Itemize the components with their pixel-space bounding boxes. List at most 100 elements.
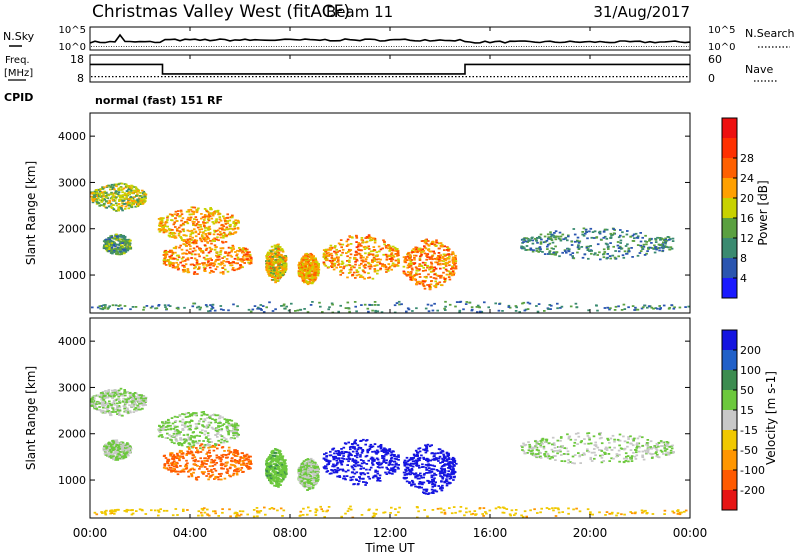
echo-region	[157, 411, 240, 450]
echo-cell	[443, 253, 446, 256]
echo-cell	[362, 256, 365, 259]
echo-cell	[219, 233, 222, 236]
echo-cell	[526, 241, 529, 243]
echo-cell	[299, 272, 303, 274]
echo-cell	[198, 435, 201, 437]
echo-cell	[192, 247, 196, 250]
echo-cell	[231, 457, 234, 459]
echo-cell	[98, 305, 102, 308]
echo-cell	[171, 232, 174, 235]
echo-cell	[181, 452, 185, 455]
echo-cell	[211, 307, 215, 309]
echo-cell	[475, 306, 479, 308]
echo-cell	[311, 261, 314, 264]
echo-cell	[607, 248, 610, 250]
echo-cell	[242, 463, 246, 466]
echo-cell	[537, 251, 540, 253]
echo-cell	[428, 288, 432, 290]
echo-cell	[384, 245, 388, 247]
echo-cell	[418, 282, 421, 285]
echo-cell	[169, 424, 172, 427]
echo-cell	[307, 267, 310, 270]
echo-cell	[141, 396, 144, 399]
echo-cell	[202, 411, 205, 413]
echo-cell	[207, 212, 211, 215]
echo-cell	[187, 412, 190, 414]
echo-cell	[112, 399, 116, 402]
echo-cell	[303, 269, 307, 271]
echo-cell	[185, 220, 189, 223]
echo-cell	[100, 201, 103, 203]
echo-cell	[126, 442, 129, 444]
echo-cell	[558, 255, 561, 258]
echo-cell	[190, 435, 193, 437]
echo-cell	[394, 259, 398, 262]
echo-cell	[204, 222, 207, 224]
echo-cell	[111, 194, 115, 196]
echo-cell	[207, 446, 210, 449]
echo-cell	[409, 256, 412, 259]
echo-cell	[167, 468, 170, 471]
echo-cell	[437, 258, 441, 261]
echo-cell	[127, 448, 131, 451]
echo-cell	[95, 195, 98, 197]
echo-cell	[658, 308, 662, 311]
echo-cell	[316, 274, 320, 277]
echo-cell	[101, 307, 105, 309]
echo-cell	[144, 398, 148, 401]
echo-cell	[304, 277, 308, 279]
echo-cell	[191, 457, 194, 460]
echo-cell	[373, 239, 377, 242]
echo-cell	[302, 276, 306, 278]
echo-cell	[167, 304, 170, 307]
echo-cell	[154, 307, 157, 310]
echo-cell	[234, 461, 237, 463]
echo-cell	[135, 194, 138, 197]
echo-cell	[103, 190, 106, 193]
echo-cell	[111, 411, 115, 413]
echo-cell	[194, 440, 198, 443]
echo-cell	[185, 258, 188, 261]
echo-cell	[454, 258, 457, 261]
echo-cell	[209, 421, 213, 424]
echo-cell	[195, 245, 199, 248]
echo-cell	[186, 433, 189, 436]
echo-cell	[415, 269, 419, 272]
echo-cell	[236, 435, 239, 438]
echo-cell	[387, 263, 391, 265]
echo-cell	[280, 259, 283, 262]
echo-cell	[525, 249, 529, 251]
echo-cell	[144, 404, 147, 406]
echo-cell	[586, 249, 590, 251]
echo-cell	[164, 228, 167, 231]
echo-cell	[268, 301, 271, 304]
echo-cell	[177, 256, 181, 259]
echo-cell	[221, 228, 224, 231]
echo-cell	[117, 449, 120, 451]
echo-cell	[317, 268, 321, 271]
echo-cell	[365, 236, 369, 238]
echo-cell	[306, 263, 309, 266]
echo-cell	[548, 251, 551, 254]
echo-cell	[526, 301, 530, 304]
echo-cell	[265, 255, 269, 258]
echo-cell	[274, 262, 277, 265]
echo-cell	[333, 250, 336, 253]
echo-cell	[222, 231, 226, 234]
echo-cell	[194, 224, 198, 227]
echo-cell	[661, 238, 664, 240]
echo-cell	[428, 250, 431, 253]
echo-cell	[227, 309, 230, 312]
echo-cell	[137, 203, 140, 206]
echo-cell	[101, 401, 104, 404]
echo-cell	[233, 432, 236, 434]
echo-cell	[174, 245, 178, 248]
freq-label-line1: Freq.	[5, 55, 30, 66]
echo-cell	[348, 259, 351, 262]
echo-cell	[514, 305, 518, 307]
echo-cell	[424, 269, 427, 272]
echo-cell	[355, 274, 359, 277]
echo-cell	[128, 242, 131, 245]
echo-cell	[177, 210, 180, 212]
echo-cell	[666, 236, 670, 238]
